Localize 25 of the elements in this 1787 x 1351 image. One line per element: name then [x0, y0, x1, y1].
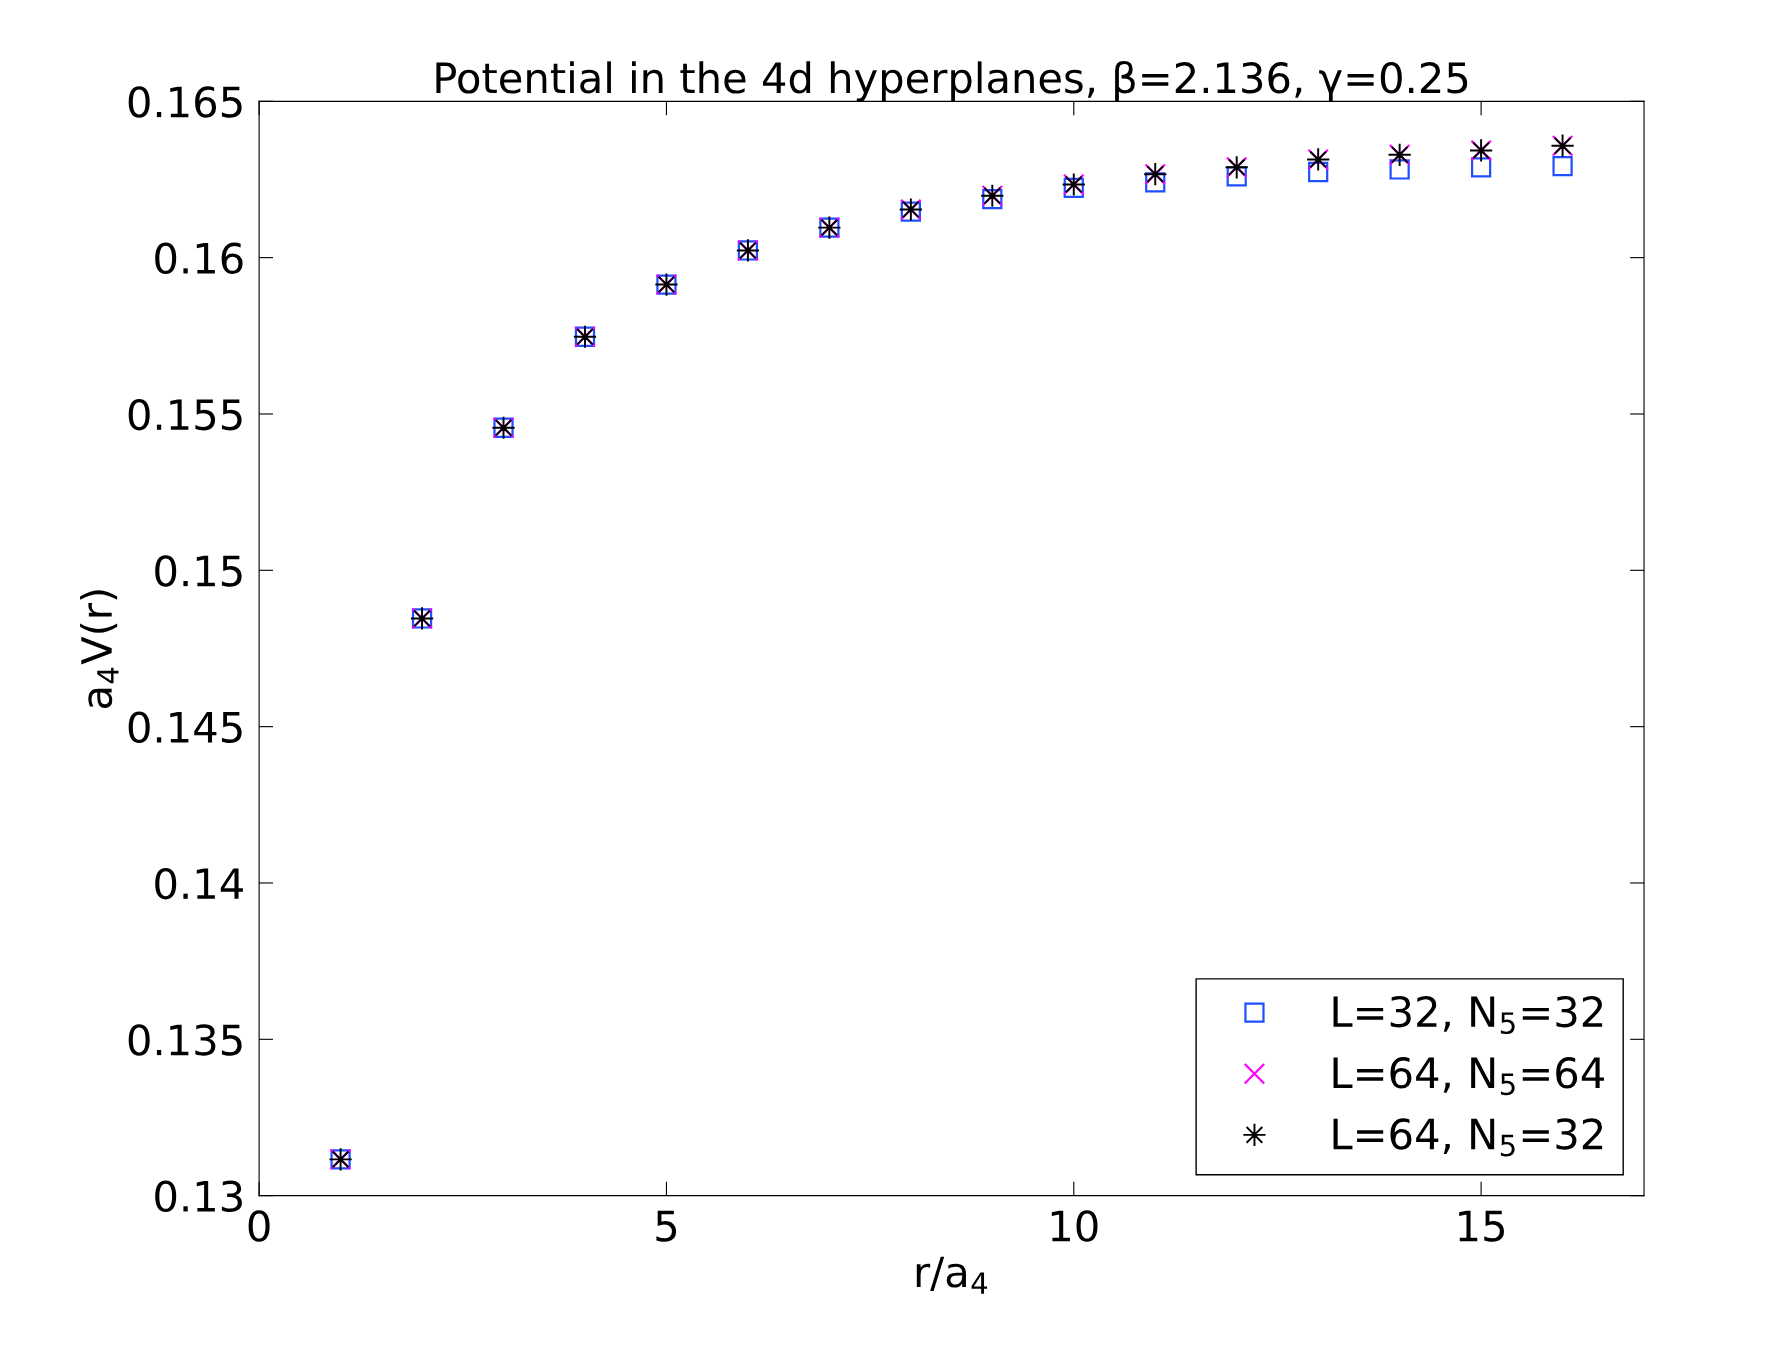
y-axis-title: a$_{4}$V(r) — [80, 590, 119, 709]
point — [1552, 155, 1573, 177]
point — [1226, 166, 1247, 187]
x-tick-label: 5 — [656, 1210, 677, 1242]
y-tick-label: 0.145 — [128, 711, 242, 744]
chart-title: Potential in the 4d hyperplanes, β=2.136, γ=0.25 — [436, 61, 1468, 102]
point — [1389, 159, 1410, 180]
y-tick-label: 0.16 — [155, 242, 243, 275]
x-axis-title: r/a$_{4}$ — [916, 1256, 988, 1294]
point — [1145, 172, 1166, 193]
y-tick-label: 0.14 — [155, 867, 243, 900]
legend-label: L=64, N$_{5}$=32 — [1333, 1118, 1603, 1157]
y-tick-label: 0.165 — [128, 86, 242, 118]
y-tick-label: 0.135 — [128, 1024, 242, 1056]
y-tick-label: 0.13 — [155, 1180, 242, 1213]
x-tick-label: 10 — [1051, 1210, 1098, 1242]
point — [1470, 157, 1492, 178]
point — [982, 189, 1003, 210]
point — [1308, 161, 1329, 183]
legend-label: L=64, N$_{5}$=64 — [1333, 1057, 1604, 1096]
x-tick-label: 0 — [248, 1210, 270, 1242]
y-tick-label: 0.155 — [128, 398, 242, 431]
x-tick-label: 15 — [1459, 1210, 1504, 1242]
y-tick-label: 0.15 — [155, 555, 242, 587]
legend-label: L=32, N$_{5}$=32 — [1333, 995, 1603, 1035]
